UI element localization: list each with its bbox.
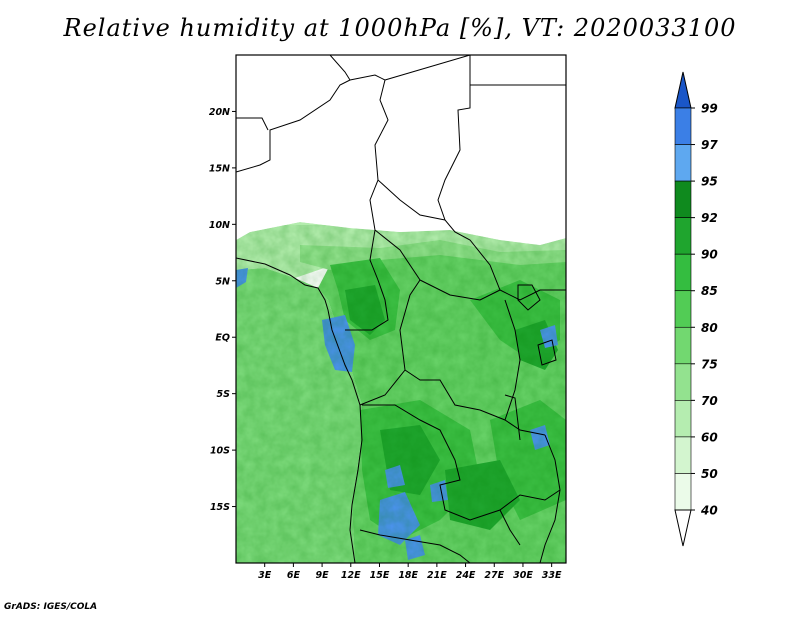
colorbar-segment	[674, 473, 692, 511]
humidity-map	[236, 55, 566, 563]
field-texture	[236, 225, 566, 563]
lon-tick-label: 24E	[456, 570, 476, 581]
colorbar-segment	[674, 253, 692, 292]
colorbar-segment	[674, 180, 692, 218]
colorbar-label: 99	[701, 102, 718, 116]
lon-tick-label: 27E	[484, 570, 504, 581]
colorbar-bottom-arrow	[674, 509, 692, 547]
lat-tick-label: 5S	[217, 389, 231, 400]
colorbar-label: 70	[701, 394, 718, 408]
colorbar-segment	[674, 436, 692, 474]
colorbar-label: 50	[701, 467, 718, 481]
lat-tick-label: 15S	[210, 502, 230, 513]
colorbar: 99 97 95 92 90 85 80 75 70 60 50 40	[674, 71, 718, 547]
colorbar-label: 90	[701, 248, 718, 262]
lat-tick-label: 10N	[209, 220, 230, 231]
colorbar-label: 60	[701, 430, 718, 444]
dry-region	[236, 55, 566, 245]
colorbar-segment	[674, 217, 692, 255]
lat-tick-label: 10S	[210, 446, 230, 457]
colorbar-segment	[674, 363, 692, 401]
lon-tick-label: 12E	[341, 570, 361, 581]
lat-tick-label: 20N	[209, 107, 230, 118]
colorbar-segment	[674, 144, 692, 182]
colorbar-segment	[674, 400, 692, 438]
colorbar-segment	[674, 290, 692, 328]
map-frame	[235, 54, 567, 564]
colorbar-label: 75	[701, 357, 718, 371]
colorbar-label: 85	[701, 284, 718, 298]
lat-tick-label: EQ	[215, 333, 230, 344]
colorbar-label: 97	[701, 138, 718, 152]
longitude-axis: 3E 6E 9E 12E 15E 18E 21E 24E 27E 30E 33E	[258, 563, 562, 581]
latitude-axis: 20N 15N 10N 5N EQ 5S 10S 15S	[209, 107, 236, 513]
lon-tick-label: 33E	[542, 570, 562, 581]
credit-text: GrADS: IGES/COLA	[4, 602, 98, 612]
colorbar-segment	[674, 107, 692, 145]
lon-tick-label: 6E	[287, 570, 301, 581]
lat-tick-label: 15N	[209, 163, 230, 174]
lon-tick-label: 21E	[427, 570, 447, 581]
map-title: Relative humidity at 1000hPa [%], VT: 20…	[63, 14, 737, 42]
colorbar-label: 40	[700, 504, 718, 518]
lon-tick-label: 15E	[370, 570, 390, 581]
lon-tick-label: 9E	[316, 570, 330, 581]
lon-tick-label: 18E	[398, 570, 418, 581]
colorbar-label: 80	[701, 321, 718, 335]
political-borders	[236, 55, 566, 563]
lon-tick-label: 3E	[258, 570, 272, 581]
colorbar-label: 92	[701, 211, 718, 225]
colorbar-top-arrow	[674, 71, 692, 109]
lon-tick-label: 30E	[513, 570, 533, 581]
colorbar-segment	[674, 326, 692, 365]
lat-tick-label: 5N	[215, 276, 230, 287]
colorbar-label: 95	[701, 175, 718, 189]
